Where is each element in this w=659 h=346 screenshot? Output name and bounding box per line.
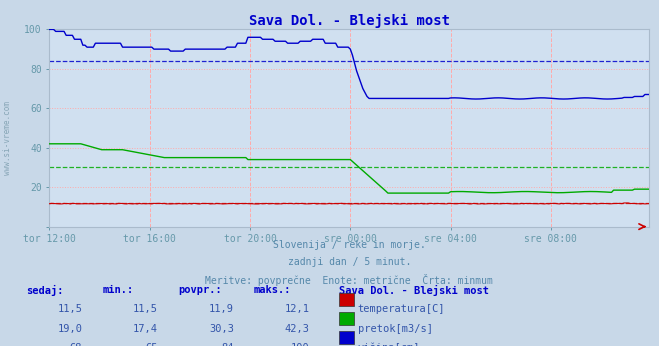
Text: Sava Dol. - Blejski most: Sava Dol. - Blejski most [339,285,490,297]
Text: Meritve: povprečne  Enote: metrične  Črta: minmum: Meritve: povprečne Enote: metrične Črta:… [206,274,493,286]
Text: 11,5: 11,5 [57,304,82,315]
Text: zadnji dan / 5 minut.: zadnji dan / 5 minut. [287,257,411,267]
Text: 11,9: 11,9 [209,304,234,315]
Text: 84: 84 [221,343,234,346]
Text: 100: 100 [291,343,310,346]
Text: 17,4: 17,4 [133,324,158,334]
Text: povpr.:: povpr.: [178,285,221,295]
Text: www.si-vreme.com: www.si-vreme.com [3,101,13,175]
Text: 65: 65 [146,343,158,346]
Text: pretok[m3/s]: pretok[m3/s] [358,324,433,334]
Text: 68: 68 [70,343,82,346]
Text: maks.:: maks.: [254,285,291,295]
Text: 19,0: 19,0 [57,324,82,334]
Text: min.:: min.: [102,285,133,295]
Text: višina[cm]: višina[cm] [358,343,420,346]
Text: Slovenija / reke in morje.: Slovenija / reke in morje. [273,240,426,251]
Text: sedaj:: sedaj: [26,285,64,297]
Text: 42,3: 42,3 [285,324,310,334]
Text: temperatura[C]: temperatura[C] [358,304,445,315]
Text: 30,3: 30,3 [209,324,234,334]
Title: Sava Dol. - Blejski most: Sava Dol. - Blejski most [248,14,450,28]
Text: 11,5: 11,5 [133,304,158,315]
Text: 12,1: 12,1 [285,304,310,315]
